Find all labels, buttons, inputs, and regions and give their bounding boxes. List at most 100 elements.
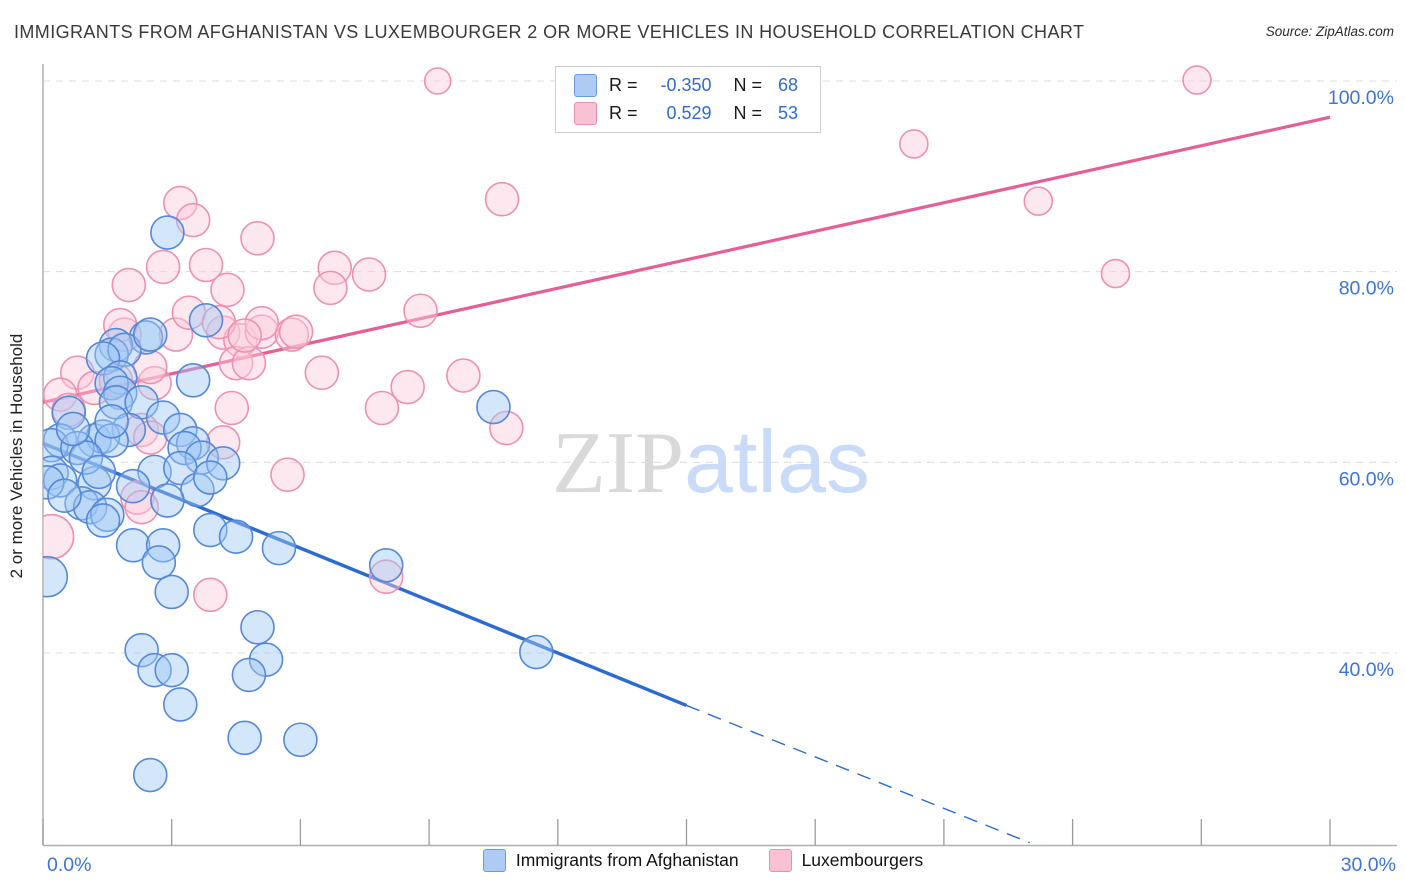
- point-afghanistan: [261, 530, 297, 566]
- legend-item-luxembourgers: Luxembourgers: [768, 849, 924, 872]
- point-luxembourgers: [390, 369, 425, 405]
- point-luxembourgers: [227, 318, 262, 353]
- point-luxembourgers: [218, 345, 254, 381]
- pink-series-swatch: [574, 102, 597, 125]
- point-afghanistan: [368, 547, 404, 583]
- point-afghanistan: [519, 634, 554, 670]
- point-luxembourgers: [111, 267, 147, 303]
- source-attribution: Source: ZipAtlas.com: [1265, 24, 1394, 39]
- point-luxembourgers: [158, 317, 194, 352]
- point-afghanistan: [154, 574, 189, 610]
- point-afghanistan: [193, 460, 228, 495]
- point-luxembourgers: [124, 489, 159, 525]
- point-luxembourgers: [313, 270, 348, 306]
- point-luxembourgers: [210, 272, 245, 308]
- x-tick-label-max: 30.0%: [1341, 854, 1396, 876]
- legend-row-luxembourgers: R = 0.529 N = 53: [574, 102, 810, 125]
- point-afghanistan: [193, 512, 228, 548]
- point-luxembourgers: [1100, 258, 1131, 289]
- point-luxembourgers: [244, 305, 280, 341]
- point-afghanistan: [141, 545, 177, 580]
- point-afghanistan: [55, 411, 91, 447]
- point-luxembourgers: [403, 293, 438, 329]
- point-afghanistan: [47, 478, 82, 513]
- r-label: R =: [609, 75, 638, 95]
- pink-series-swatch: [768, 849, 792, 872]
- n-value-afghanistan: 68: [778, 75, 799, 95]
- point-luxembourgers: [304, 355, 340, 391]
- point-afghanistan: [68, 440, 104, 475]
- x-tick-label-min: 0.0%: [47, 854, 91, 876]
- point-luxembourgers: [214, 390, 250, 426]
- point-afghanistan: [154, 652, 189, 688]
- y-tick-label-100: 100.0%: [1328, 87, 1394, 109]
- point-afghanistan: [115, 527, 151, 563]
- zipatlas-watermark: ZIPatlas: [552, 412, 870, 512]
- point-afghanistan: [81, 454, 117, 490]
- point-luxembourgers: [278, 314, 314, 350]
- point-luxembourgers: [193, 577, 228, 613]
- point-afghanistan: [132, 757, 168, 793]
- point-afghanistan: [162, 687, 198, 722]
- r-label: R =: [609, 103, 638, 123]
- point-luxembourgers: [244, 314, 280, 350]
- point-afghanistan: [150, 215, 185, 250]
- point-luxembourgers: [368, 559, 404, 595]
- point-afghanistan: [94, 337, 129, 372]
- legend-label-afghanistan: Immigrants from Afghanistan: [515, 850, 739, 870]
- point-afghanistan: [175, 363, 211, 398]
- point-luxembourgers: [423, 67, 452, 95]
- point-afghanistan: [137, 454, 172, 490]
- point-afghanistan: [111, 412, 147, 448]
- point-luxembourgers: [43, 513, 75, 560]
- point-luxembourgers: [162, 185, 198, 221]
- point-afghanistan: [218, 519, 254, 554]
- point-luxembourgers: [484, 181, 520, 217]
- y-tick-label-40: 40.0%: [1339, 659, 1394, 681]
- point-afghanistan: [227, 720, 262, 756]
- legend-row-afghanistan: R = -0.350 N = 68: [574, 74, 810, 97]
- point-afghanistan: [94, 404, 129, 439]
- point-afghanistan: [43, 555, 69, 598]
- point-afghanistan: [72, 489, 108, 525]
- point-afghanistan: [102, 375, 138, 411]
- r-value-luxembourgers: 0.529: [666, 103, 712, 123]
- point-luxembourgers: [364, 390, 400, 426]
- r-value-afghanistan: -0.350: [660, 75, 712, 95]
- point-afghanistan: [107, 332, 142, 368]
- point-luxembourgers: [351, 257, 387, 292]
- point-afghanistan: [283, 722, 318, 758]
- point-afghanistan: [145, 400, 181, 435]
- trendline-luxembourgers: [42, 115, 1331, 404]
- point-afghanistan: [85, 503, 121, 538]
- point-luxembourgers: [240, 220, 275, 256]
- point-afghanistan: [188, 302, 224, 338]
- n-label: N =: [733, 103, 763, 123]
- point-luxembourgers: [1023, 186, 1054, 216]
- point-afghanistan: [150, 483, 185, 518]
- point-afghanistan: [205, 445, 241, 481]
- point-luxembourgers: [270, 457, 305, 493]
- chart-title: IMMIGRANTS FROM AFGHANISTAN VS LUXEMBOUR…: [14, 22, 1085, 42]
- n-value-luxembourgers: 53: [778, 103, 799, 123]
- point-afghanistan: [115, 468, 151, 504]
- point-afghanistan: [240, 609, 275, 645]
- point-luxembourgers: [188, 247, 224, 283]
- scatter-points: [43, 65, 1212, 793]
- point-afghanistan: [124, 632, 159, 668]
- point-afghanistan: [476, 389, 511, 425]
- point-luxembourgers: [231, 345, 267, 381]
- point-afghanistan: [94, 423, 129, 458]
- point-luxembourgers: [899, 129, 929, 159]
- y-tick-label-80: 80.0%: [1339, 278, 1394, 300]
- point-luxembourgers: [132, 420, 168, 455]
- point-afghanistan: [132, 317, 168, 352]
- point-luxembourgers: [489, 410, 524, 446]
- point-luxembourgers: [1182, 65, 1212, 95]
- point-luxembourgers: [145, 249, 181, 285]
- legend-label-luxembourgers: Luxembourgers: [801, 850, 924, 870]
- point-luxembourgers: [446, 358, 481, 393]
- correlation-legend-box: R = -0.350 N = 68 R = 0.529 N = 53: [555, 66, 821, 133]
